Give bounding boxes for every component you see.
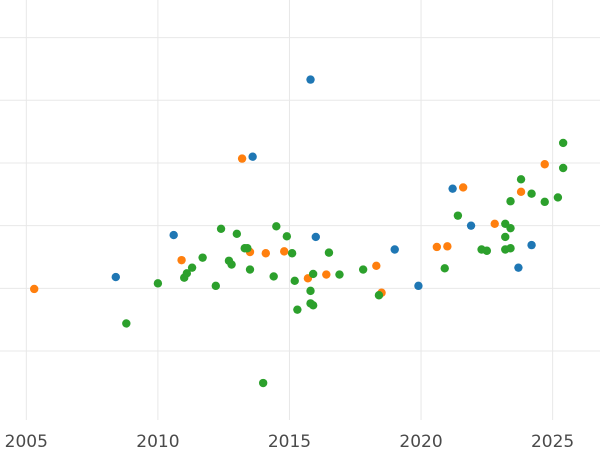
data-point bbox=[553, 193, 563, 202]
data-point bbox=[490, 219, 499, 228]
data-point bbox=[311, 232, 320, 242]
data-point bbox=[111, 272, 120, 282]
data-point bbox=[30, 284, 39, 294]
x-tick-label: 2020 bbox=[399, 432, 442, 450]
data-point bbox=[187, 263, 197, 272]
data-point bbox=[153, 279, 163, 288]
data-point bbox=[258, 378, 268, 388]
data-point bbox=[335, 270, 344, 279]
data-point bbox=[414, 281, 423, 291]
data-point bbox=[237, 154, 247, 163]
data-point bbox=[243, 244, 252, 253]
data-point bbox=[232, 229, 242, 239]
data-point bbox=[216, 224, 226, 234]
data-point bbox=[516, 187, 526, 197]
data-point bbox=[514, 263, 523, 272]
data-point bbox=[374, 291, 384, 300]
data-point bbox=[282, 232, 292, 241]
x-tick-label: 2025 bbox=[531, 432, 574, 450]
data-point bbox=[308, 269, 318, 279]
data-point bbox=[211, 281, 220, 291]
data-point bbox=[516, 175, 526, 184]
data-point bbox=[272, 222, 281, 231]
data-point bbox=[358, 265, 368, 274]
data-point bbox=[432, 242, 442, 252]
data-point bbox=[248, 152, 257, 161]
x-axis-ticks: 2005 2010 2015 2020 2025 bbox=[5, 432, 575, 450]
data-point bbox=[287, 249, 297, 258]
data-point bbox=[506, 197, 515, 206]
data-point bbox=[306, 75, 315, 84]
data-point bbox=[324, 248, 334, 257]
data-point bbox=[482, 246, 492, 255]
data-point bbox=[169, 230, 178, 240]
data-point bbox=[506, 244, 515, 253]
data-point bbox=[122, 319, 131, 328]
x-tick-label: 2005 bbox=[5, 432, 48, 450]
x-tick-label: 2015 bbox=[268, 432, 311, 450]
data-point bbox=[308, 301, 318, 310]
data-point bbox=[448, 184, 457, 193]
data-point bbox=[501, 232, 510, 242]
x-tick-label: 2010 bbox=[136, 432, 179, 450]
data-point bbox=[558, 138, 568, 148]
data-point bbox=[322, 270, 331, 279]
data-point bbox=[440, 264, 449, 273]
data-point bbox=[198, 253, 207, 262]
data-point bbox=[390, 245, 399, 254]
data-point bbox=[527, 189, 536, 198]
data-point bbox=[280, 247, 289, 256]
data-point bbox=[261, 249, 270, 258]
data-point bbox=[540, 160, 549, 169]
data-point bbox=[540, 197, 549, 207]
data-point bbox=[306, 286, 315, 296]
data-point bbox=[458, 183, 468, 192]
data-point bbox=[293, 305, 302, 314]
data-point bbox=[372, 261, 381, 270]
data-point bbox=[245, 265, 255, 274]
data-point bbox=[269, 272, 278, 281]
data-point bbox=[443, 242, 452, 251]
data-point bbox=[290, 276, 299, 286]
data-point bbox=[453, 211, 463, 220]
data-point bbox=[466, 221, 476, 230]
grid bbox=[0, 0, 600, 420]
data-point bbox=[227, 260, 236, 269]
data-point bbox=[506, 223, 515, 233]
data-point bbox=[527, 240, 536, 250]
data-point bbox=[182, 269, 192, 278]
data-point bbox=[558, 163, 568, 173]
data-points bbox=[30, 75, 568, 388]
data-point bbox=[177, 255, 186, 265]
